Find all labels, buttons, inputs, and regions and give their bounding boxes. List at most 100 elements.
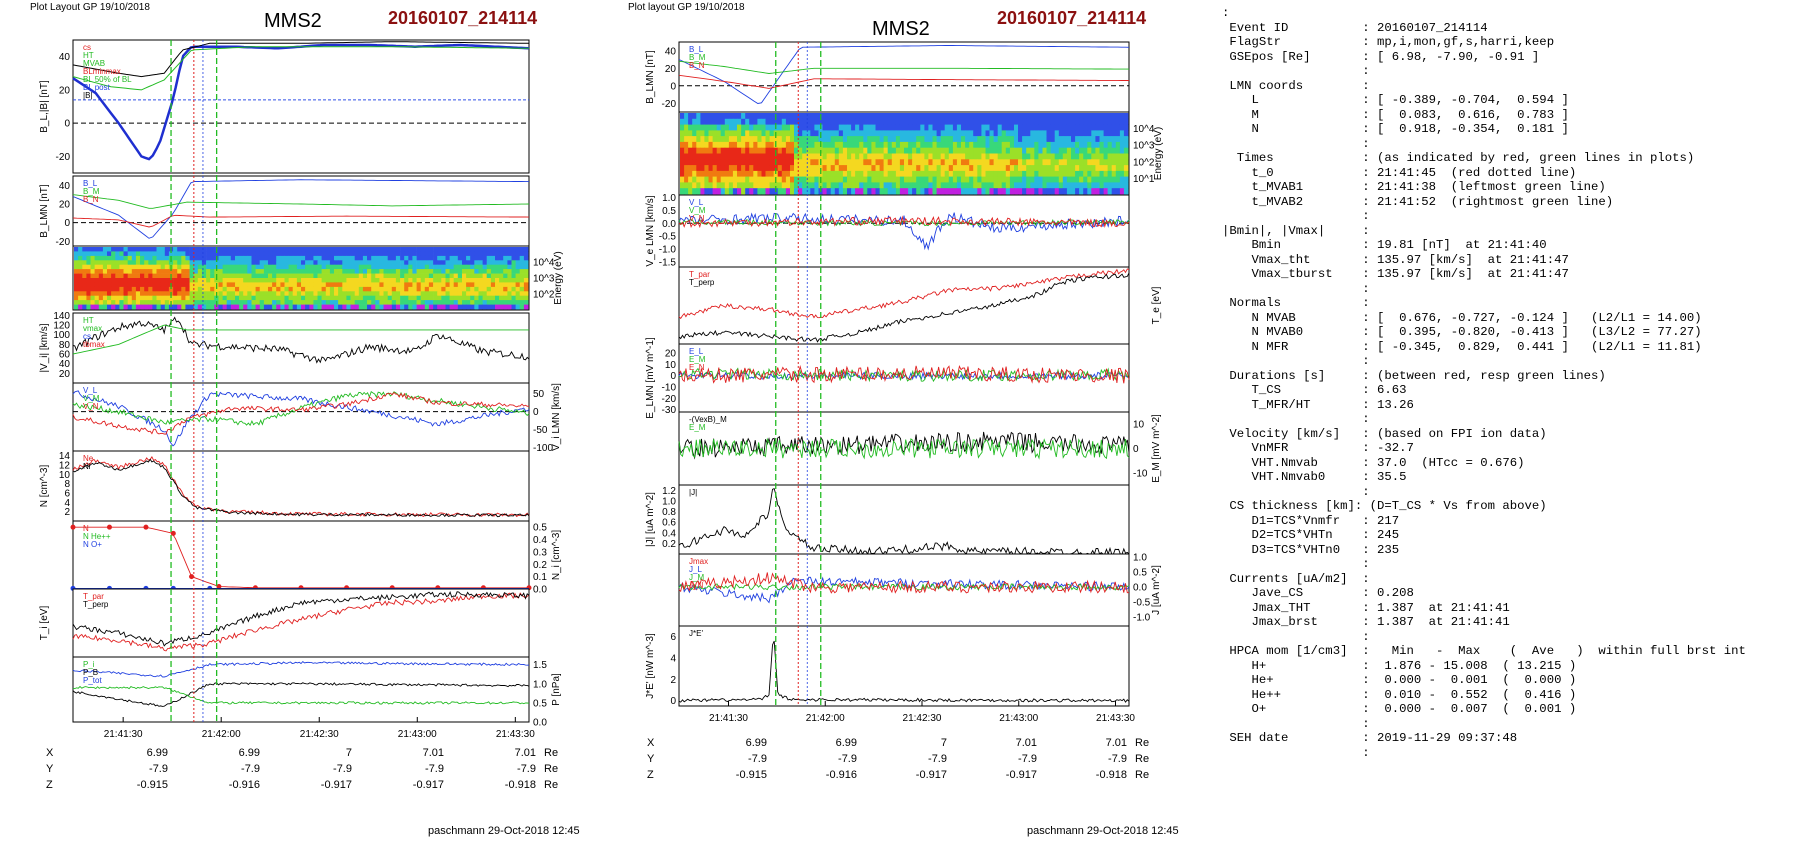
mid-coords-row: Y -7.9 -7.9 -7.9 -7.9 -7.9 Re [647, 751, 1163, 767]
mid-spectrogram-cell [863, 113, 868, 120]
mid-spectrogram-cell [1083, 159, 1088, 166]
left-spectrogram-cell [416, 264, 422, 270]
mid-spectrogram-cell [1099, 153, 1104, 160]
left-spectrogram-cell [148, 304, 153, 310]
mid-spectrogram-cell [924, 165, 929, 172]
mid-spectrogram-cell [692, 159, 697, 166]
mid-spectrogram-cell [1046, 147, 1051, 154]
left-spectrogram-cell [486, 282, 492, 288]
mid-spectrogram-cell [1014, 113, 1019, 120]
left-panel-3-axis-label: Energy (eV) [553, 251, 564, 304]
mid-spectrogram-cell [1111, 165, 1117, 172]
left-spectrogram-cell [507, 278, 512, 283]
mid-spectrogram-cell [1058, 153, 1064, 160]
mid-spectrogram-cell [798, 113, 803, 120]
left-spectrogram-cell [474, 273, 479, 279]
left-spectrogram-cell [276, 282, 281, 288]
left-spectrogram-cell [222, 255, 228, 261]
left-spectrogram-cell [74, 255, 79, 261]
left-spectrogram-cell [325, 273, 331, 279]
left-spectrogram-cell [140, 255, 145, 261]
mid-spectrogram-cell [879, 159, 885, 166]
mid-spectrogram-cell [977, 165, 982, 172]
mid-spectrogram-cell [969, 165, 974, 172]
left-spectrogram-cell [247, 260, 252, 266]
mid-spectrogram-cell [753, 130, 758, 137]
left-spectrogram-cell [511, 260, 516, 266]
left-spectrogram-cell [400, 282, 405, 288]
mid-spectrogram-cell [952, 130, 958, 137]
left-spectrogram-cell [441, 300, 446, 305]
left-spectrogram-cell [123, 291, 128, 297]
mid-spectrogram-cell [887, 159, 893, 166]
mid-spectrogram-cell [1091, 124, 1096, 131]
mid-spectrogram-cell [863, 165, 868, 172]
left-spectrogram-cell [86, 269, 91, 274]
left-spectrogram-cell [515, 295, 521, 301]
left-spectrogram-cell [379, 255, 384, 261]
left-spectrogram-cell [255, 300, 261, 305]
left-spectrogram-cell [395, 304, 401, 310]
left-spectrogram-cell [449, 286, 455, 292]
left-spectrogram-cell [177, 255, 182, 261]
left-spectrogram-cell [259, 264, 265, 270]
left-spectrogram-cell [164, 264, 170, 270]
mid-spectrogram-cell [741, 182, 746, 189]
left-spectrogram-cell [102, 269, 108, 274]
mid-spectrogram-cell [692, 113, 697, 120]
left-spectrogram-cell [350, 291, 355, 297]
left-spectrogram-cell [375, 291, 380, 297]
left-spectrogram-cell [367, 273, 372, 279]
mid-spectrogram-cell [794, 165, 799, 172]
left-spectrogram-cell [296, 300, 302, 305]
left-spectrogram-cell [420, 291, 426, 297]
left-spectrogram-cell [358, 300, 364, 305]
left-panel-5-legend-entry: V_M [83, 394, 100, 403]
left-spectrogram-cell [173, 278, 178, 283]
left-spectrogram-cell [495, 273, 500, 279]
left-spectrogram-cell [375, 295, 380, 301]
mid-spectrogram-cell [790, 188, 795, 195]
left-spectrogram-cell [449, 304, 455, 310]
left-spectrogram-cell [90, 295, 95, 301]
mid-spectrogram-cell [838, 182, 844, 189]
left-spectrogram-cell [305, 291, 310, 297]
mid-spectrogram-cell [785, 141, 791, 149]
left-spectrogram-cell [74, 286, 79, 292]
mid-spectrogram-cell [936, 170, 942, 178]
left-spectrogram-cell [156, 251, 161, 257]
mid-spectrogram-cell [932, 182, 937, 189]
mid-spectrogram-cell [753, 159, 758, 166]
left-panel-2-axis-label: B_LMN [nT] [39, 184, 50, 238]
mid-spectrogram-cell [1026, 136, 1031, 143]
left-spectrogram-cell [408, 269, 413, 274]
left-spectrogram-cell [243, 255, 248, 261]
mid-spectrogram-cell [961, 176, 966, 183]
mid-spectrogram-cell [1071, 159, 1076, 166]
left-spectrogram-cell [98, 295, 104, 301]
left-spectrogram-cell [259, 255, 265, 261]
mid-spectrogram-cell [1038, 136, 1043, 143]
mid-spectrogram-cell [838, 153, 844, 160]
left-spectrogram-cell [482, 260, 488, 266]
left-spectrogram-cell [523, 291, 529, 297]
mid-spectrogram-cell [822, 113, 827, 120]
mid-spectrogram-cell [1030, 124, 1035, 131]
mid-spectrogram-cell [822, 182, 827, 189]
left-spectrogram-cell [346, 300, 351, 305]
left-spectrogram-cell [78, 295, 83, 301]
mid-spectrogram-cell [781, 124, 787, 131]
left-spectrogram-cell [272, 251, 277, 257]
left-spectrogram-cell [329, 251, 335, 257]
left-spectrogram-cell [222, 247, 228, 252]
left-spectrogram-cell [424, 264, 430, 270]
mid-spectrogram-cell [834, 182, 840, 189]
left-spectrogram-cell [321, 255, 327, 261]
mid-panel-4-series-t-perp [678, 272, 1130, 343]
mid-spectrogram-cell [879, 165, 885, 172]
mid-time-tick-label: 21:43:30 [1096, 713, 1135, 724]
mid-spectrogram-cell [753, 165, 758, 172]
mid-spectrogram-cell [851, 136, 856, 143]
left-spectrogram-cell [107, 251, 112, 257]
left-spectrogram-cell [276, 273, 281, 279]
